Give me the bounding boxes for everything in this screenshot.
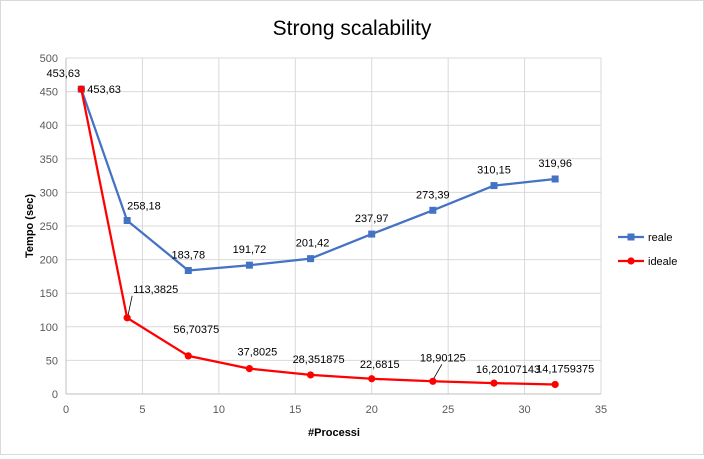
x-tick-label: 30: [518, 404, 530, 416]
data-point-reale: [490, 182, 498, 190]
x-tick-label: 10: [213, 404, 225, 416]
legend-item-ideale: ideale: [618, 256, 677, 268]
legend-item-reale: reale: [618, 232, 672, 244]
x-tick-label: 20: [366, 404, 378, 416]
data-label-reale: 201,42: [296, 238, 330, 250]
y-tick-label: 350: [40, 154, 58, 166]
legend-label: ideale: [648, 256, 677, 268]
x-tick-label: 0: [63, 404, 69, 416]
axes: 0 50 100 150 200 250 300 350 400 450 500 0 5 10 15 20 25…: [40, 53, 607, 416]
data-point-reale: [429, 206, 437, 214]
data-label-reale: 258,18: [127, 201, 161, 213]
data-label-ideale: 56,70375: [173, 324, 219, 336]
data-point-ideale: [551, 380, 559, 389]
data-label-ideale: 28,351875: [293, 354, 345, 366]
data-label-ideale: 22,6815: [360, 359, 400, 371]
y-tick-label: 250: [40, 221, 58, 233]
data-point-ideale: [306, 371, 315, 379]
data-label-leader: [127, 295, 133, 315]
x-axis-title: #Processi: [308, 427, 360, 439]
data-point-reale: [368, 230, 376, 238]
data-point-reale: [307, 255, 315, 263]
data-label-reale: 453,63: [46, 68, 80, 80]
legend-label: reale: [648, 232, 672, 244]
data-label-reale: 310,15: [477, 165, 511, 177]
chart-title: Strong scalability: [273, 17, 432, 40]
y-tick-label: 0: [52, 389, 58, 401]
data-label-ideale: 37,8025: [238, 347, 278, 359]
y-tick-label: 300: [40, 187, 58, 199]
data-label-ideale: 113,3825: [133, 284, 178, 296]
y-tick-label: 400: [40, 120, 58, 132]
x-tick-label: 15: [289, 404, 301, 416]
legend-marker: [627, 257, 635, 265]
x-tick-label: 5: [139, 404, 145, 416]
data-label-ideale: 16,20107143: [476, 364, 540, 376]
legend-marker: [627, 233, 635, 241]
x-tick-label: 25: [442, 404, 454, 416]
y-tick-label: 50: [46, 355, 58, 367]
data-point-ideale: [245, 364, 254, 373]
data-label-reale: 237,97: [355, 213, 389, 225]
data-point-reale: [245, 261, 253, 269]
data-label-leader: [433, 364, 443, 379]
data-point-ideale: [490, 379, 498, 387]
series-layer: [77, 85, 559, 389]
data-point-ideale: [368, 375, 376, 383]
data-point-ideale: [123, 314, 131, 322]
data-label-ideale: 453,63: [87, 84, 121, 96]
y-tick-label: 450: [40, 87, 58, 99]
y-tick-label: 150: [40, 288, 58, 300]
x-tick-label: 35: [595, 404, 607, 416]
data-point-ideale: [77, 85, 85, 93]
y-axis-title: Tempo (sec): [24, 194, 36, 258]
y-tick-label: 100: [40, 322, 58, 334]
y-tick-label: 200: [40, 255, 58, 267]
data-point-ideale: [184, 352, 192, 360]
data-label-reale: 273,39: [416, 189, 450, 201]
data-label-ideale: 18,90125: [420, 352, 466, 364]
data-label-ideale: 14,1759375: [536, 363, 594, 375]
data-point-ideale: [429, 377, 437, 385]
gridlines: [66, 57, 602, 394]
legend: reale ideale: [618, 232, 677, 268]
data-point-reale: [184, 266, 192, 274]
y-tick-label: 500: [40, 53, 58, 65]
data-point-reale: [123, 217, 131, 225]
data-label-reale: 319,96: [538, 158, 572, 170]
series-ideale: [77, 85, 559, 389]
data-label-reale: 191,72: [233, 244, 267, 256]
data-point-reale: [551, 175, 559, 183]
data-label-reale: 183,78: [171, 249, 205, 261]
data-labels: 453,63 258,18 183,78 191,72 201,42 237,97 273,…: [46, 68, 594, 379]
